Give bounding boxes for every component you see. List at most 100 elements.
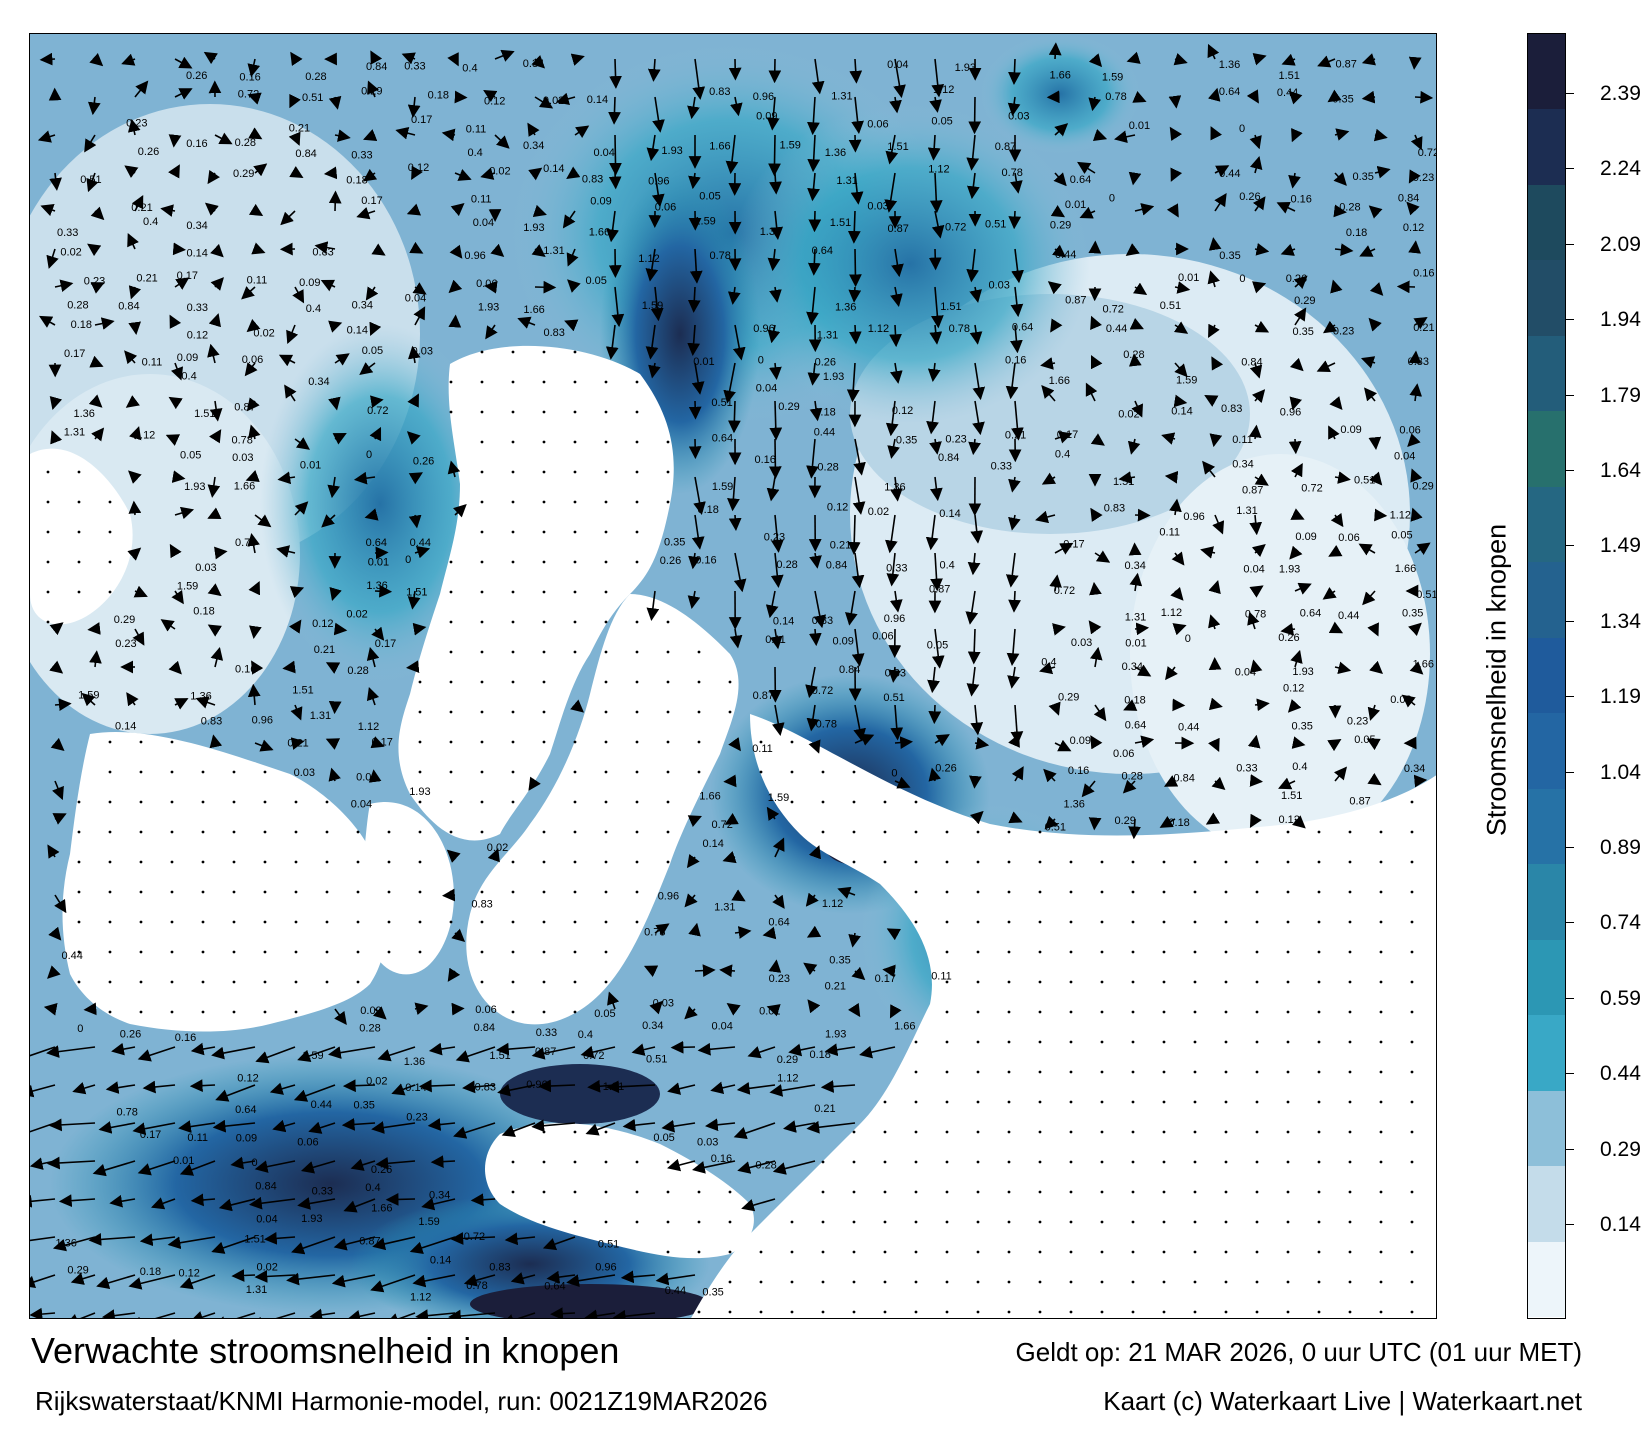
grid-dot (1410, 950, 1414, 954)
flow-arrow (1205, 812, 1221, 825)
speed-label: 1.93 (478, 302, 499, 314)
grid-dot (418, 710, 422, 714)
flow-arrow (645, 248, 659, 282)
speed-label: 0.05 (1391, 530, 1412, 542)
speed-label: 0.12 (187, 329, 208, 341)
grid-dot (697, 1250, 701, 1254)
speed-label: 0.28 (1123, 349, 1144, 361)
speed-label: 1.66 (1413, 659, 1434, 671)
speed-label: 0.64 (1300, 607, 1321, 619)
colorbar-tick-label: 1.04 (1566, 760, 1641, 784)
grid-dot (1379, 1010, 1383, 1014)
grid-dot (1193, 920, 1197, 924)
grid-dot (1317, 980, 1321, 984)
grid-dot (263, 980, 267, 984)
speed-label: 0.17 (411, 114, 432, 126)
speed-label: 1.36 (404, 1056, 425, 1068)
grid-dot (790, 1310, 794, 1314)
grid-dot (945, 980, 949, 984)
flow-arrow (1246, 89, 1259, 104)
speed-label: 0.4 (306, 303, 321, 315)
grid-dot (914, 1280, 918, 1284)
speed-label: 1.12 (358, 721, 379, 733)
speed-label: 0.78 (949, 323, 970, 335)
grid-dot (201, 830, 205, 834)
flow-arrow (1125, 243, 1140, 256)
flow-arrow (772, 837, 785, 858)
grid-dot (170, 860, 174, 864)
grid-dot (1193, 890, 1197, 894)
speed-label: 1.51 (830, 217, 851, 229)
current-speed-map[interactable]: 0.26 0.16 0.28 0.84 0.33 0.4 0.34 0.04 1.93 1.66 1… (29, 33, 1437, 1319)
flow-arrow (1328, 425, 1340, 440)
speed-label: 0.29 (1294, 295, 1315, 307)
grid-dot (604, 1220, 608, 1224)
flow-arrow (1208, 737, 1220, 753)
flow-arrow (89, 650, 102, 668)
flow-arrow (1252, 196, 1266, 212)
flow-arrow (769, 172, 782, 195)
flow-arrow (885, 400, 899, 437)
flow-arrow (730, 96, 743, 117)
flow-arrow (646, 590, 660, 621)
speed-label: 0.17 (375, 638, 396, 650)
speed-label: 0.11 (142, 357, 163, 369)
grid-dot (263, 890, 267, 894)
flow-arrow (207, 476, 221, 498)
speed-label: 1.66 (1395, 563, 1416, 575)
speed-label: 0.04 (1243, 563, 1264, 575)
grid-dot (1348, 980, 1352, 984)
grid-dot (1410, 1190, 1414, 1194)
flow-arrow (208, 313, 222, 328)
speed-label: 0.14 (703, 838, 724, 850)
flow-arrow (1204, 395, 1219, 407)
flow-arrow (736, 1081, 776, 1095)
speed-label: 1.51 (292, 685, 313, 697)
flow-arrow (1334, 471, 1351, 484)
grid-dot (1162, 1130, 1166, 1134)
grid-dot (542, 680, 546, 684)
flow-arrow (1251, 543, 1266, 558)
speed-label: 0.87 (929, 583, 950, 595)
flow-arrow (1249, 362, 1263, 379)
land-central-west (398, 345, 674, 841)
flow-arrow (414, 1002, 429, 1015)
flow-arrow (1288, 172, 1301, 189)
flow-arrow (808, 628, 822, 647)
grid-dot (573, 860, 577, 864)
grid-dot (821, 1250, 825, 1254)
map-credit: Kaart (c) Waterkaart Live | Waterkaart.n… (1103, 1386, 1582, 1416)
speed-label: 0.33 (312, 1186, 333, 1198)
flow-arrow (1333, 204, 1347, 218)
speed-label: 0.72 (1301, 483, 1322, 495)
flow-arrow (356, 207, 376, 220)
grid-dot (542, 1190, 546, 1194)
flow-arrow (347, 1310, 376, 1318)
flow-arrow (1316, 360, 1336, 372)
speed-label: 0.18 (698, 504, 719, 516)
flow-arrow (1054, 431, 1073, 444)
flow-arrow (329, 586, 342, 602)
speed-label: 0.64 (1070, 174, 1091, 186)
flow-arrow (807, 999, 821, 1014)
flow-arrow (1035, 510, 1056, 524)
flow-arrow (485, 324, 498, 340)
flow-arrow (171, 362, 184, 381)
flow-arrow (667, 1158, 696, 1172)
flow-arrow (47, 844, 60, 859)
grid-dot (1255, 1220, 1259, 1224)
grid-dot (1007, 980, 1011, 984)
grid-dot (1379, 950, 1383, 954)
flow-arrow (30, 1122, 56, 1133)
flow-arrow (91, 427, 105, 442)
flow-arrow (770, 552, 784, 588)
speed-label: 0.04 (594, 147, 615, 159)
flow-arrow (1334, 243, 1354, 256)
grid-dot (914, 860, 918, 864)
colorbar-band (1528, 260, 1565, 336)
flow-arrow (286, 1272, 336, 1286)
grid-dot (356, 830, 360, 834)
grid-dot (573, 350, 577, 354)
grid-dot (1255, 920, 1259, 924)
flow-arrow (169, 543, 182, 559)
